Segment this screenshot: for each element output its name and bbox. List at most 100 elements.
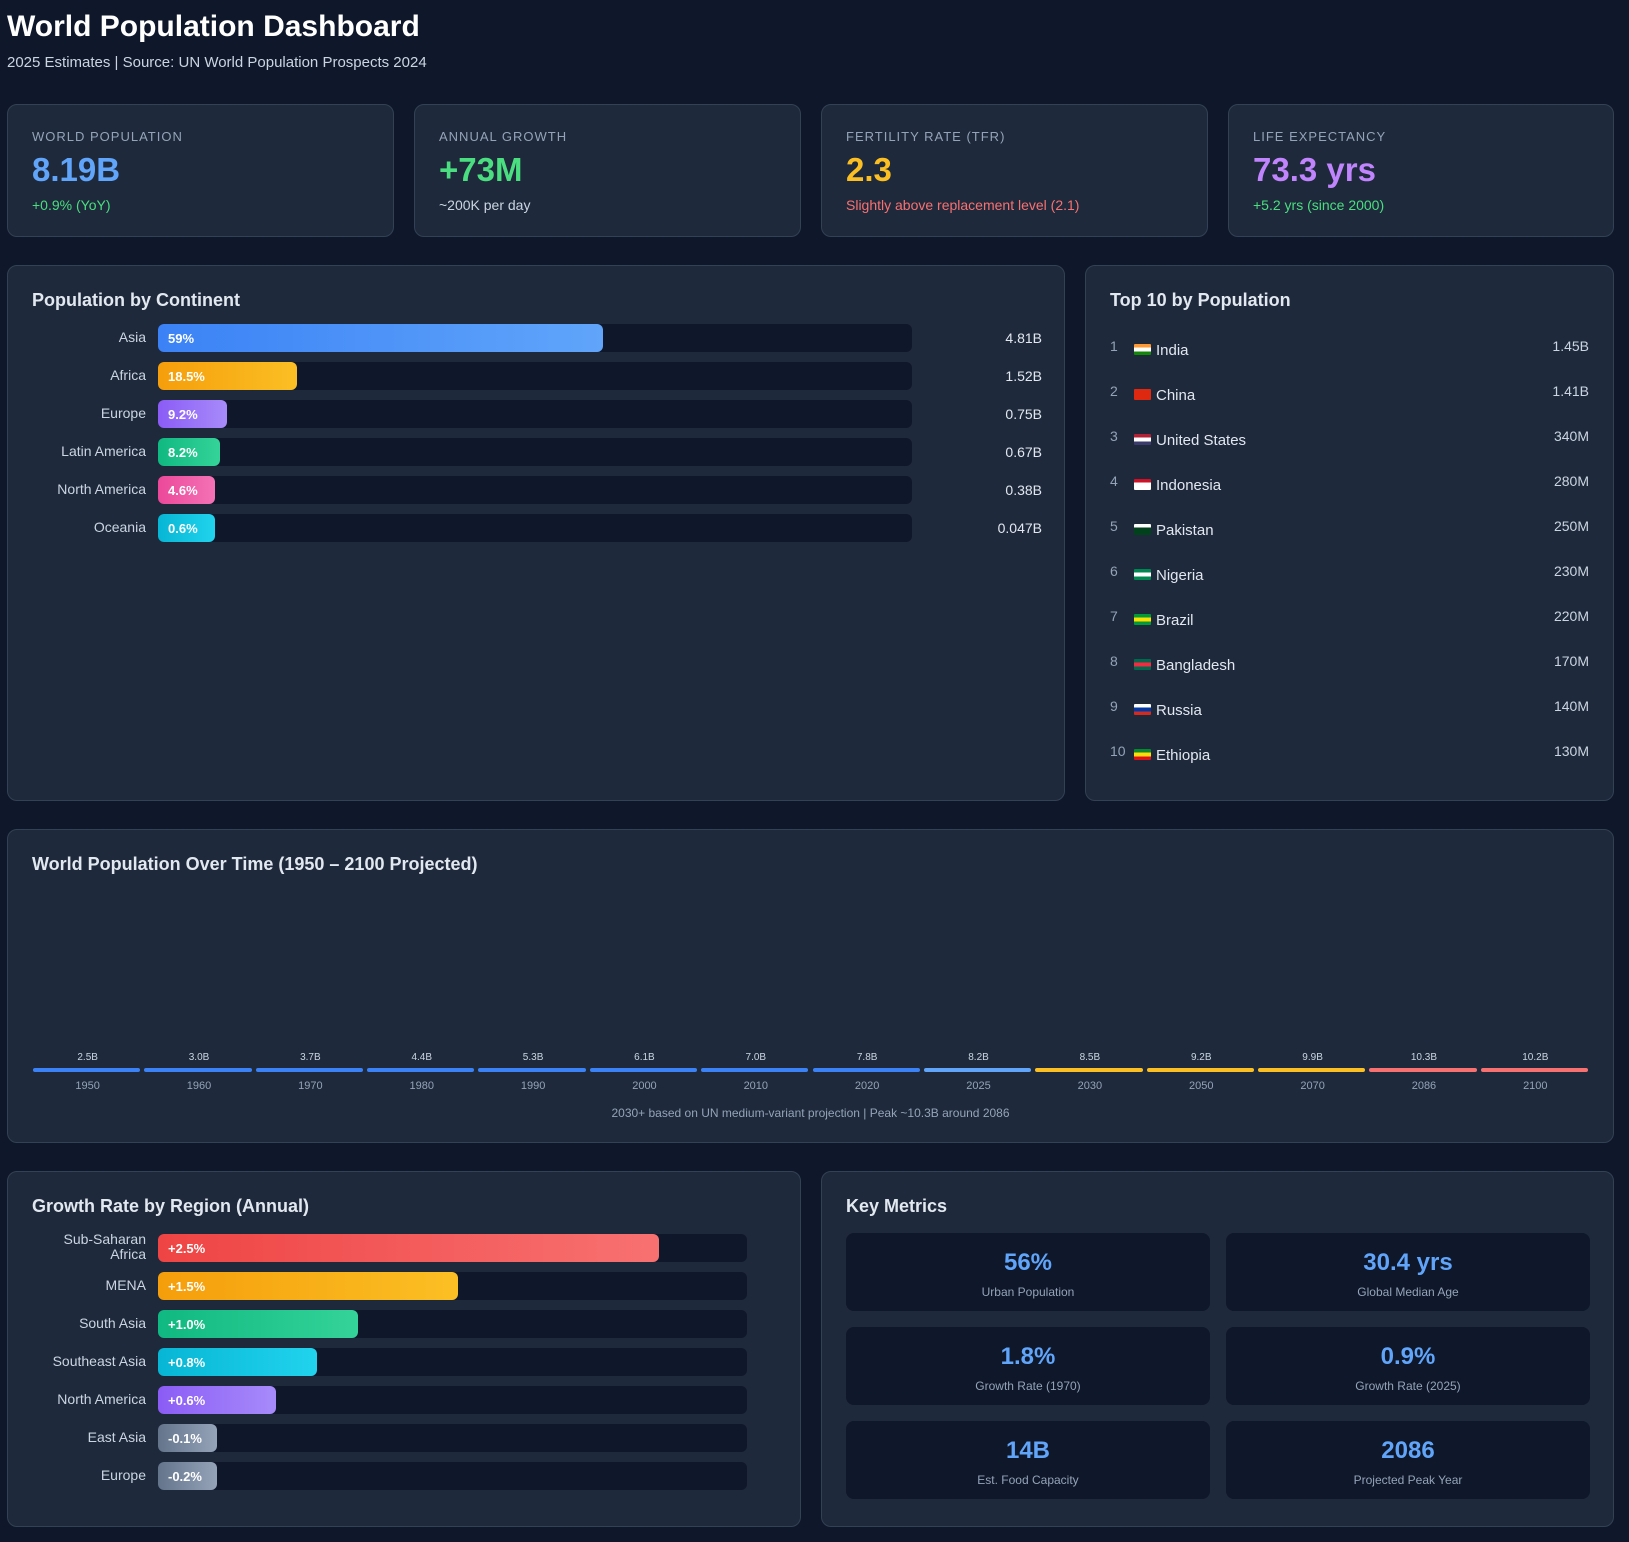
rank-number: 6	[1110, 563, 1118, 579]
growth-bar: -0.1%	[158, 1424, 217, 1452]
flag-icon	[1134, 659, 1151, 670]
continent-bar: 8.2%	[158, 438, 220, 466]
growth-bar: +1.0%	[158, 1310, 359, 1338]
country-population: 1.41B	[1552, 383, 1589, 399]
growth-bar-row: MENA +1.5%	[8, 1272, 802, 1300]
top10-list-item: 1 India 1.45B	[1110, 338, 1589, 368]
growth-bar-row: North America +0.6%	[8, 1386, 802, 1414]
continent-panel: Population by Continent Asia 59% 4.81B Afri…	[7, 265, 1065, 801]
timeline-bar	[701, 1068, 809, 1072]
metric-card: 0.9% Growth Rate (2025)	[1226, 1327, 1590, 1405]
timeline-year-label: 1990	[520, 1080, 546, 1092]
metric-value: 2086	[1381, 1437, 1435, 1464]
timeline-bar	[1035, 1068, 1143, 1072]
kpi-value: 8.19B	[32, 151, 121, 188]
kpi-label: LIFE EXPECTANCY	[1253, 129, 1387, 144]
metric-card: 14B Est. Food Capacity	[846, 1421, 1210, 1499]
country-name: Nigeria	[1156, 567, 1204, 584]
growth-bar-track: +0.6%	[158, 1386, 747, 1414]
metric-label: Growth Rate (2025)	[1355, 1379, 1461, 1393]
flag-icon	[1134, 749, 1151, 760]
growth-bar: +0.8%	[158, 1348, 318, 1376]
kpi-subtext: ~200K per day	[439, 197, 531, 213]
growth-bar-row: Southeast Asia +0.8%	[8, 1348, 802, 1376]
growth-bar-track: +0.8%	[158, 1348, 747, 1376]
top10-list-item: 7 Brazil 220M	[1110, 608, 1589, 638]
continent-bar-track: 9.2%	[158, 400, 912, 428]
continent-label: Europe	[100, 405, 146, 421]
continent-population-value: 0.75B	[1005, 406, 1042, 422]
growth-bar-track: -0.2%	[158, 1462, 747, 1490]
growth-bar-track: -0.1%	[158, 1424, 747, 1452]
growth-rate-value: -0.1%	[168, 1431, 202, 1446]
continent-label: Africa	[110, 367, 146, 383]
timeline-bar	[144, 1068, 252, 1072]
top10-list-item: 2 China 1.41B	[1110, 383, 1589, 413]
timeline-value-label: 2.5B	[77, 1052, 98, 1063]
growth-bar: +1.5%	[158, 1272, 459, 1300]
timeline-value-label: 7.0B	[745, 1052, 767, 1063]
country-name: China	[1156, 387, 1196, 404]
timeline-year-label: 2086	[1411, 1080, 1437, 1092]
growth-bar-row: South Asia +1.0%	[8, 1310, 802, 1338]
region-label: MENA	[105, 1277, 146, 1293]
flag-icon	[1134, 434, 1151, 445]
top10-list-item: 4 Indonesia 280M	[1110, 473, 1589, 503]
growth-rate-value: -0.2%	[168, 1469, 202, 1484]
timeline-year-label: 2010	[743, 1080, 769, 1092]
continent-population-value: 4.81B	[1005, 330, 1042, 346]
continent-bar: 4.6%	[158, 476, 215, 504]
growth-panel: Growth Rate by Region (Annual) Sub-Sahar…	[7, 1171, 801, 1527]
flag-icon	[1134, 344, 1151, 355]
continent-label: Oceania	[93, 519, 146, 535]
kpi-card-annual-growth: ANNUAL GROWTH +73M ~200K per day	[414, 104, 801, 237]
country-population: 250M	[1553, 518, 1589, 534]
panel-title: Population by Continent	[32, 290, 240, 310]
metrics-panel: Key Metrics 56% Urban Population 30.4 yr…	[821, 1171, 1614, 1527]
continent-bar: 9.2%	[158, 400, 228, 428]
continent-bar-track: 8.2%	[158, 438, 912, 466]
continent-bar-track: 0.6%	[158, 514, 912, 542]
continent-bar-row: Africa 18.5% 1.52B	[8, 362, 1066, 390]
region-label: Southeast Asia	[52, 1353, 146, 1369]
continent-bar-percent: 4.6%	[168, 483, 198, 498]
country-population: 230M	[1553, 563, 1589, 579]
timeline-bar	[1257, 1068, 1366, 1072]
flag-icon	[1134, 524, 1151, 535]
timeline-year-label: 1970	[298, 1080, 323, 1092]
metric-value: 56%	[1003, 1249, 1053, 1276]
continent-bar-track: 59%	[158, 324, 912, 352]
timeline-value-label: 9.9B	[1302, 1052, 1323, 1063]
growth-bar-row: East Asia -0.1%	[8, 1424, 802, 1452]
kpi-value: 2.3	[846, 151, 892, 188]
rank-number: 7	[1110, 608, 1118, 624]
metric-label: Global Median Age	[1357, 1285, 1459, 1299]
timeline-year-label: 1960	[186, 1080, 212, 1092]
growth-rate-value: +2.5%	[168, 1241, 206, 1256]
metric-card: 56% Urban Population	[846, 1233, 1210, 1311]
metric-card: 1.8% Growth Rate (1970)	[846, 1327, 1210, 1405]
growth-rate-value: +1.0%	[168, 1317, 206, 1332]
kpi-subtext: Slightly above replacement level (2.1)	[846, 197, 1080, 213]
flag-icon	[1134, 569, 1151, 580]
continent-population-value: 1.52B	[1005, 368, 1042, 384]
timeline-year-label: 2070	[1300, 1080, 1325, 1092]
country-name: Bangladesh	[1156, 657, 1236, 674]
growth-bar-track: +2.5%	[158, 1234, 747, 1262]
timeline-year-label: 1950	[75, 1080, 100, 1092]
metric-value: 30.4 yrs	[1363, 1249, 1453, 1276]
growth-rate-value: +0.8%	[168, 1355, 206, 1370]
country-population: 340M	[1553, 428, 1589, 444]
timeline-value-label: 10.2B	[1522, 1052, 1549, 1063]
growth-bar-track: +1.0%	[158, 1310, 747, 1338]
continent-bar-row: Europe 9.2% 0.75B	[8, 400, 1066, 428]
timeline-bar	[923, 1068, 1032, 1072]
continent-bar-percent: 0.6%	[168, 521, 198, 536]
rank-number: 2	[1110, 383, 1118, 399]
timeline-value-label: 3.7B	[300, 1052, 321, 1063]
timeline-bar	[812, 1068, 920, 1072]
country-name: Russia	[1156, 702, 1202, 719]
timeline-bar	[1146, 1068, 1254, 1072]
continent-population-value: 0.67B	[1005, 444, 1042, 460]
timeline-value-label: 6.1B	[634, 1052, 655, 1063]
